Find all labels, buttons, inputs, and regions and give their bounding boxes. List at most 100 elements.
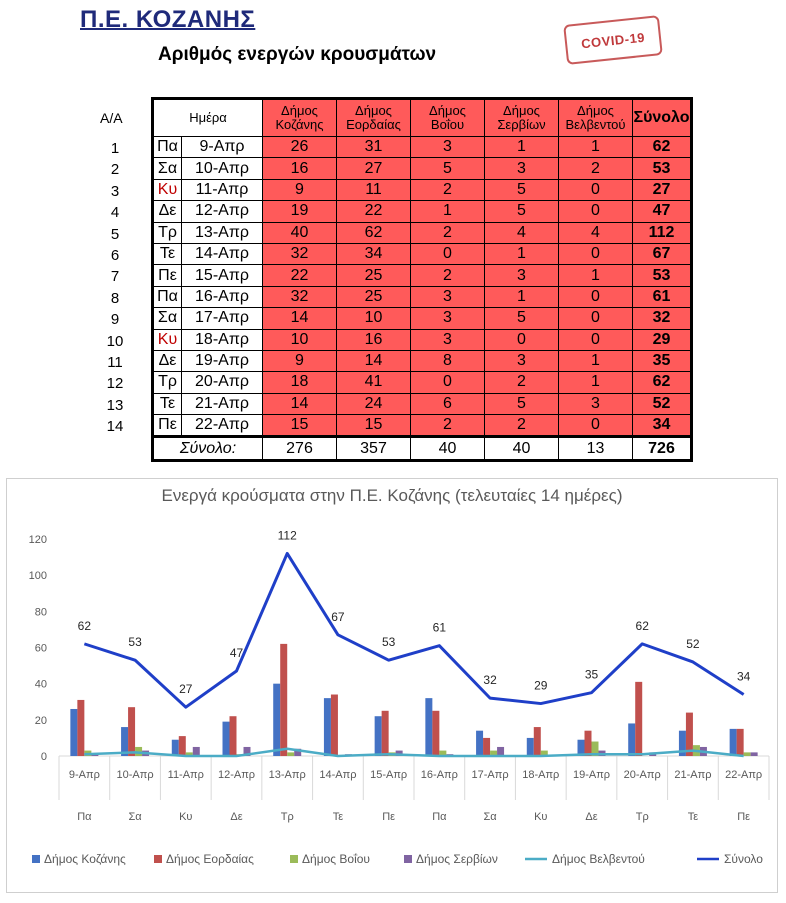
cell-total: 53 bbox=[632, 264, 692, 287]
bar-2 bbox=[439, 750, 447, 756]
cell-date: 10-Απρ bbox=[181, 157, 263, 180]
x-tick-label-day: Τρ bbox=[281, 811, 294, 823]
x-tick-label: 22-Απρ bbox=[725, 769, 762, 781]
cell-value: 5 bbox=[410, 157, 485, 180]
cell-value: 41 bbox=[336, 371, 411, 394]
x-tick-label: 14-Απρ bbox=[319, 769, 356, 781]
cell-total: 62 bbox=[632, 371, 692, 394]
cell-value: 1 bbox=[558, 264, 633, 287]
cell-total: 112 bbox=[632, 221, 692, 244]
totals-label: Σύνολο: bbox=[152, 435, 263, 461]
x-tick-label: 15-Απρ bbox=[370, 769, 407, 781]
cell-date: 12-Απρ bbox=[181, 200, 263, 223]
cell-value: 3 bbox=[484, 264, 559, 287]
cell-date: 9-Απρ bbox=[181, 135, 263, 159]
cell-total: 47 bbox=[632, 200, 692, 223]
x-tick-label-day: Πε bbox=[382, 811, 395, 823]
total-value: 276 bbox=[262, 435, 337, 461]
aa-number: 11 bbox=[107, 353, 123, 371]
x-tick-label-day: Τρ bbox=[636, 811, 649, 823]
cell-dow: Πα bbox=[152, 135, 182, 159]
aa-column: 1 2 3 4 5 6 7 8 9 10 11 12 13 14 bbox=[100, 138, 130, 437]
table-row: Πα 16-Απρ 32 25 3 1 0 61 bbox=[152, 285, 692, 309]
x-tick-label: 20-Απρ bbox=[624, 769, 661, 781]
cell-total: 62 bbox=[632, 135, 692, 159]
x-tick-label-day: Πα bbox=[77, 811, 92, 823]
cell-total: 29 bbox=[632, 328, 692, 351]
cell-dow: Τε bbox=[152, 242, 182, 266]
cell-total: 35 bbox=[632, 349, 692, 373]
data-label: 27 bbox=[179, 682, 193, 696]
bar-1 bbox=[330, 694, 338, 756]
bar-0 bbox=[222, 721, 230, 756]
data-label: 67 bbox=[331, 610, 345, 624]
data-label: 47 bbox=[230, 646, 244, 660]
bar-2 bbox=[490, 750, 498, 756]
bar-3 bbox=[243, 746, 251, 756]
region-title: Π.Ε. ΚΟΖΑΝΗΣ bbox=[80, 6, 256, 33]
cell-value: 5 bbox=[484, 200, 559, 223]
legend-label: Σύνολο bbox=[724, 852, 763, 866]
cell-value: 3 bbox=[484, 157, 559, 180]
aa-number: 1 bbox=[110, 140, 120, 157]
cell-value: 25 bbox=[336, 264, 411, 287]
cell-value: 26 bbox=[262, 135, 337, 159]
x-tick-label: 18-Απρ bbox=[522, 769, 559, 781]
col-header-servia: Δήμος Σερβίων bbox=[484, 98, 559, 137]
bar-0 bbox=[121, 727, 129, 756]
cell-value: 27 bbox=[336, 157, 411, 180]
cell-value: 5 bbox=[484, 392, 559, 416]
cell-value: 1 bbox=[484, 242, 559, 266]
bar-0 bbox=[577, 739, 585, 756]
bar-0 bbox=[678, 730, 686, 756]
table-row: Τε 14-Απρ 32 34 0 1 0 67 bbox=[152, 242, 692, 266]
cell-value: 10 bbox=[336, 307, 411, 330]
cell-value: 31 bbox=[336, 135, 411, 159]
data-label: 35 bbox=[585, 668, 599, 682]
aa-number: 2 bbox=[110, 161, 120, 179]
data-label: 32 bbox=[483, 673, 497, 687]
cell-dow: Κυ bbox=[152, 178, 182, 202]
total-value: 40 bbox=[484, 435, 559, 461]
x-tick-label: 19-Απρ bbox=[573, 769, 610, 781]
table-row: Τε 21-Απρ 14 24 6 5 3 52 bbox=[152, 392, 692, 416]
cell-dow: Πε bbox=[152, 414, 182, 438]
aa-number: 4 bbox=[110, 204, 120, 222]
table-header-row: Ημέρα Δήμος Κοζάνης Δήμος Εορδαίας Δήμος… bbox=[152, 98, 692, 137]
cell-total: 52 bbox=[632, 392, 692, 416]
cell-value: 0 bbox=[410, 371, 485, 394]
table-row: Τρ 20-Απρ 18 41 0 2 1 62 bbox=[152, 371, 692, 394]
chart-title: Ενεργά κρούσματα στην Π.Ε. Κοζάνης (τελε… bbox=[162, 486, 623, 505]
bar-2 bbox=[743, 752, 751, 756]
legend-label: Δήμος Βοΐου bbox=[302, 852, 370, 866]
table-row: Δε 19-Απρ 9 14 8 3 1 35 bbox=[152, 349, 692, 373]
cell-value: 4 bbox=[484, 221, 559, 244]
cell-date: 19-Απρ bbox=[181, 349, 263, 373]
cell-value: 32 bbox=[262, 242, 337, 266]
bar-0 bbox=[374, 716, 382, 756]
cell-value: 5 bbox=[484, 307, 559, 330]
x-tick-label-day: Σα bbox=[483, 811, 497, 823]
x-tick-label: 21-Απρ bbox=[674, 769, 711, 781]
data-label: 29 bbox=[534, 679, 548, 693]
aa-number: 13 bbox=[106, 396, 124, 414]
cell-value: 3 bbox=[410, 328, 485, 351]
cell-value: 2 bbox=[410, 221, 485, 244]
covid-stamp: COVID-19 bbox=[563, 15, 663, 65]
cell-value: 9 bbox=[262, 178, 337, 202]
total-value: 357 bbox=[336, 435, 411, 461]
bar-0 bbox=[526, 737, 534, 756]
cell-value: 1 bbox=[558, 371, 633, 394]
legend-swatch bbox=[32, 855, 40, 863]
x-tick-label-day: Σα bbox=[128, 811, 142, 823]
cell-date: 11-Απρ bbox=[181, 178, 263, 202]
cell-value: 1 bbox=[484, 285, 559, 309]
cell-value: 1 bbox=[558, 349, 633, 373]
bar-0 bbox=[70, 708, 78, 756]
cell-value: 15 bbox=[262, 414, 337, 438]
cell-value: 0 bbox=[558, 200, 633, 223]
cell-dow: Τρ bbox=[152, 221, 182, 244]
cell-value: 0 bbox=[558, 285, 633, 309]
cell-date: 18-Απρ bbox=[181, 328, 263, 351]
x-tick-label: 13-Απρ bbox=[269, 769, 306, 781]
